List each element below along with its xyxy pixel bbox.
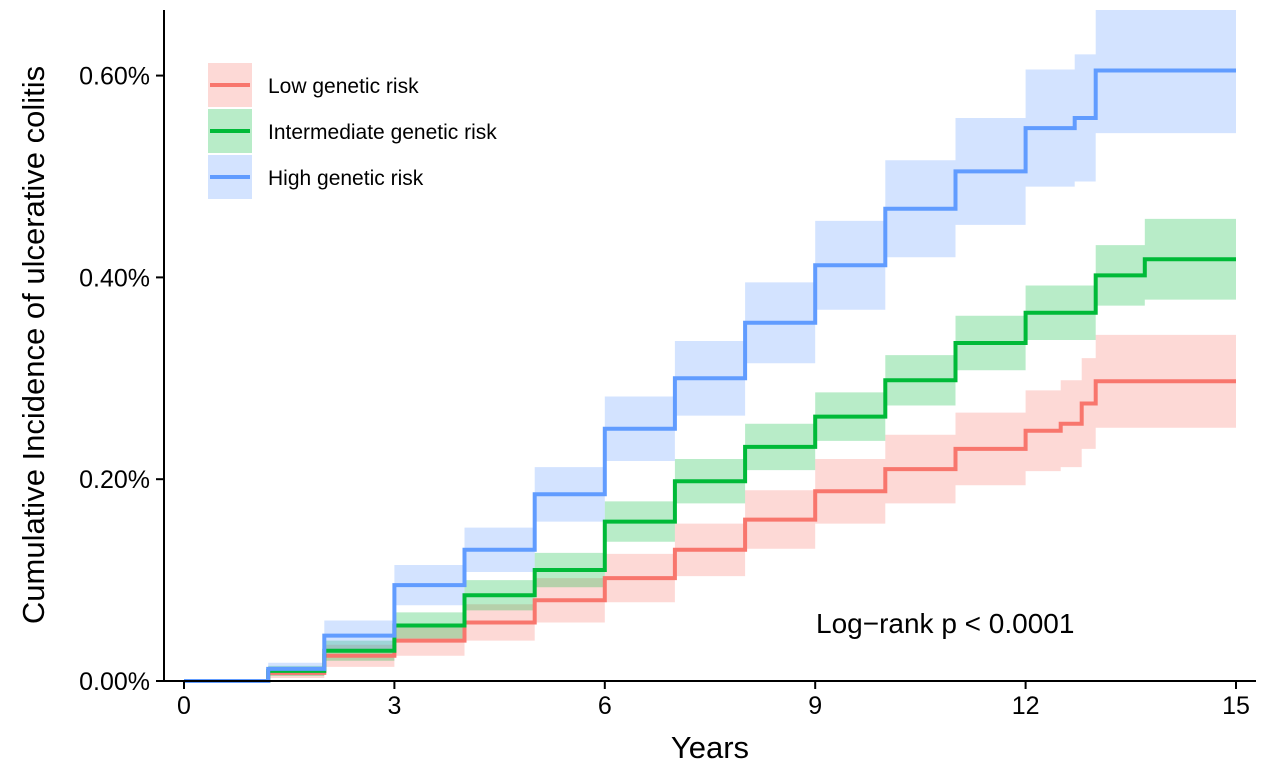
y-axis-title: Cumulative Incidence of ulcerative colit… (16, 66, 51, 624)
x-tick-label: 15 (1222, 692, 1250, 720)
legend-label: Intermediate genetic risk (268, 121, 497, 144)
legend-item-1: Intermediate genetic risk (208, 109, 497, 153)
ci-band-0 (184, 334, 1236, 681)
x-tick-label: 12 (1012, 692, 1040, 720)
ci-band-2 (184, 10, 1236, 681)
axes: 0 3 6 9 12 15 0.00% 0.20% 0.40% 0.60% (79, 10, 1256, 720)
x-tick-label: 3 (387, 692, 401, 720)
legend-item-2: High genetic risk (208, 155, 424, 199)
x-tick-label: 0 (177, 692, 191, 720)
x-tick-label: 6 (598, 692, 612, 720)
x-axis-title: Years (671, 730, 749, 765)
y-tick-label: 0.20% (79, 466, 150, 494)
legend-label: Low genetic risk (268, 75, 419, 98)
legend-item-0: Low genetic risk (208, 63, 419, 107)
ci-band-1 (184, 218, 1236, 681)
legend-label: High genetic risk (268, 167, 424, 190)
log-rank-annotation: Log−rank p < 0.0001 (816, 608, 1074, 639)
y-tick-label: 0.60% (79, 63, 150, 91)
y-tick-label: 0.40% (79, 264, 150, 292)
legend: Low genetic risk Intermediate genetic ris… (208, 63, 497, 199)
curve-2 (184, 68, 1236, 683)
confidence-bands (184, 10, 1236, 681)
incidence-curves (184, 68, 1236, 683)
y-tick-label: 0.00% (79, 668, 150, 696)
x-tick-label: 9 (808, 692, 822, 720)
curve-0 (184, 379, 1236, 683)
